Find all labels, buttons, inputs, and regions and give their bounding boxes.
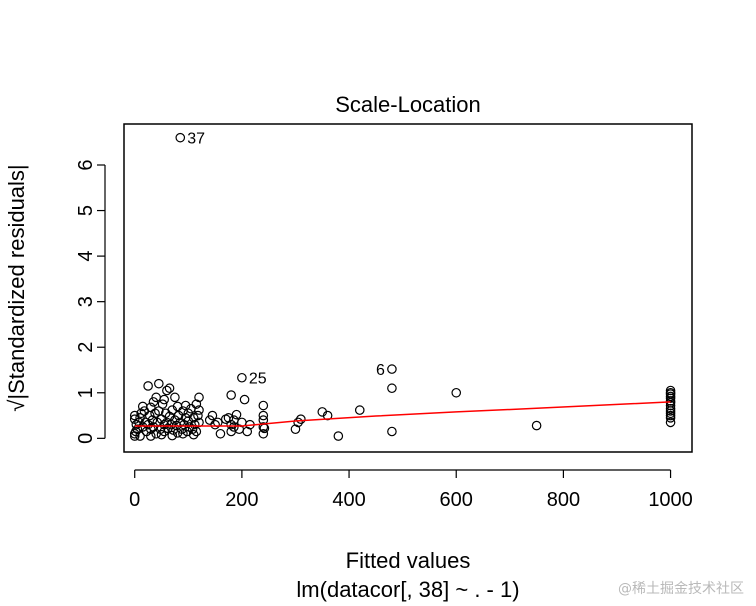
y-tick-label: 5 xyxy=(75,205,97,216)
data-point xyxy=(387,364,397,374)
data-point xyxy=(207,410,218,421)
data-point xyxy=(210,419,220,430)
data-point xyxy=(188,429,199,440)
y-tick-label: 0 xyxy=(75,433,97,444)
data-point xyxy=(193,410,203,421)
y-tick-label: 2 xyxy=(75,342,97,353)
data-point xyxy=(226,419,236,430)
data-point xyxy=(293,417,303,428)
data-point xyxy=(258,428,269,439)
x-axis: 0 200 400 600 800 1000 xyxy=(129,469,693,511)
data-point xyxy=(170,392,180,403)
x-tick-label: 200 xyxy=(225,489,258,511)
data-point xyxy=(157,399,168,409)
data-point xyxy=(156,429,167,440)
data-point xyxy=(143,381,153,391)
smoother-polyline xyxy=(134,401,671,427)
data-points xyxy=(129,132,676,441)
x-axis-title: Fitted values xyxy=(346,548,471,573)
data-point xyxy=(665,417,676,428)
data-point xyxy=(137,401,148,412)
data-point xyxy=(290,424,301,435)
x-tick-label: 600 xyxy=(440,489,473,511)
watermark-text: @稀土掘金技术社区 xyxy=(618,581,744,597)
data-point xyxy=(147,415,158,425)
data-point xyxy=(665,408,676,419)
data-point xyxy=(135,431,145,441)
data-point xyxy=(167,430,178,441)
point-labels: 37 25 6 xyxy=(187,131,385,388)
data-point xyxy=(164,383,175,394)
data-point xyxy=(296,414,306,424)
y-axis: 0 1 2 3 4 5 6 xyxy=(75,159,106,444)
data-point xyxy=(132,424,143,435)
data-point xyxy=(237,372,247,383)
data-point xyxy=(129,410,140,421)
data-point xyxy=(242,426,253,437)
y-tick-label: 3 xyxy=(75,296,97,307)
x-tick-label: 0 xyxy=(129,489,140,511)
data-point xyxy=(175,132,186,143)
data-point xyxy=(159,394,169,405)
data-point xyxy=(239,394,250,405)
point-label: 37 xyxy=(187,131,205,148)
y-axis-title: √|Standardized residuals| xyxy=(4,164,29,411)
data-point xyxy=(215,428,226,439)
data-point xyxy=(665,403,676,414)
data-point xyxy=(665,413,676,423)
data-point xyxy=(333,431,344,441)
data-point xyxy=(387,426,397,437)
x-tick-label: 1000 xyxy=(648,489,693,511)
data-point xyxy=(258,422,269,432)
data-point xyxy=(258,400,269,411)
data-point xyxy=(226,390,236,400)
smoother-line xyxy=(134,401,671,427)
data-point xyxy=(665,385,676,396)
data-point xyxy=(229,422,239,432)
y-tick-label: 1 xyxy=(75,387,97,398)
y-tick-label: 6 xyxy=(75,159,97,170)
x-tick-label: 400 xyxy=(332,489,365,511)
data-point xyxy=(154,378,164,389)
data-point xyxy=(191,399,202,409)
y-tick-label: 4 xyxy=(75,251,97,262)
data-point xyxy=(531,420,542,431)
data-point xyxy=(162,385,172,396)
data-point xyxy=(223,413,234,423)
data-point xyxy=(354,405,365,415)
data-point xyxy=(231,409,242,420)
point-label: 25 xyxy=(249,371,267,388)
x-axis-subtitle: lm(datacor[, 38] ~ . - 1) xyxy=(296,577,519,602)
data-point xyxy=(148,397,159,407)
data-point xyxy=(194,392,204,403)
data-point xyxy=(258,410,269,421)
data-point xyxy=(136,408,146,419)
data-point xyxy=(184,422,195,432)
data-point xyxy=(194,405,204,415)
data-point xyxy=(191,426,202,437)
x-tick-label: 800 xyxy=(547,489,580,511)
data-point xyxy=(387,383,397,394)
chart-title: Scale-Location xyxy=(335,92,481,117)
point-label: 6 xyxy=(376,362,385,379)
data-point xyxy=(180,400,191,411)
data-point xyxy=(178,428,188,439)
data-point xyxy=(451,387,462,398)
data-point xyxy=(665,400,676,411)
data-point xyxy=(145,431,156,441)
plot-frame xyxy=(123,123,693,453)
